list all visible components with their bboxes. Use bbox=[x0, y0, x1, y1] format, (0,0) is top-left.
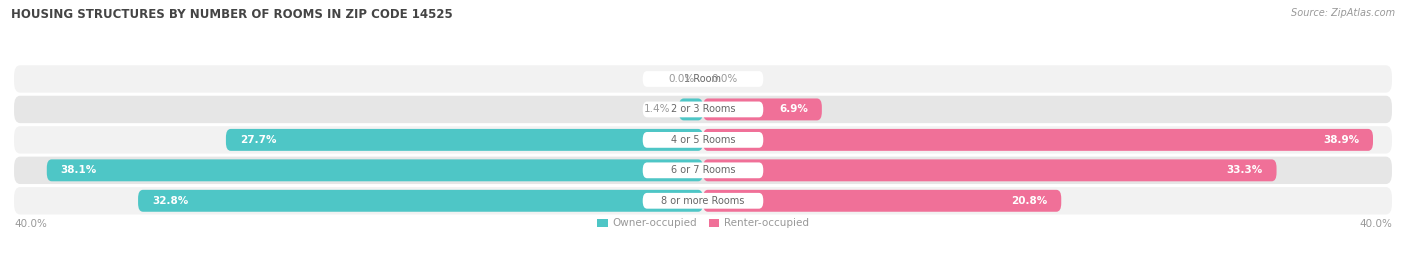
Text: HOUSING STRUCTURES BY NUMBER OF ROOMS IN ZIP CODE 14525: HOUSING STRUCTURES BY NUMBER OF ROOMS IN… bbox=[11, 8, 453, 21]
FancyBboxPatch shape bbox=[14, 126, 1392, 154]
FancyBboxPatch shape bbox=[643, 162, 763, 178]
FancyBboxPatch shape bbox=[643, 71, 763, 87]
Text: 6 or 7 Rooms: 6 or 7 Rooms bbox=[671, 165, 735, 175]
Text: 1.4%: 1.4% bbox=[644, 104, 671, 114]
FancyBboxPatch shape bbox=[14, 96, 1392, 123]
Text: 32.8%: 32.8% bbox=[152, 196, 188, 206]
FancyBboxPatch shape bbox=[703, 159, 1277, 181]
FancyBboxPatch shape bbox=[643, 132, 763, 148]
FancyBboxPatch shape bbox=[703, 129, 1374, 151]
Text: 6.9%: 6.9% bbox=[779, 104, 808, 114]
Text: 38.9%: 38.9% bbox=[1323, 135, 1360, 145]
Text: 33.3%: 33.3% bbox=[1226, 165, 1263, 175]
Text: 38.1%: 38.1% bbox=[60, 165, 97, 175]
Text: 20.8%: 20.8% bbox=[1011, 196, 1047, 206]
Text: Source: ZipAtlas.com: Source: ZipAtlas.com bbox=[1291, 8, 1395, 18]
FancyBboxPatch shape bbox=[14, 157, 1392, 184]
FancyBboxPatch shape bbox=[643, 193, 763, 209]
FancyBboxPatch shape bbox=[703, 98, 823, 121]
Text: 2 or 3 Rooms: 2 or 3 Rooms bbox=[671, 104, 735, 114]
FancyBboxPatch shape bbox=[14, 65, 1392, 93]
Text: 27.7%: 27.7% bbox=[239, 135, 276, 145]
FancyBboxPatch shape bbox=[46, 159, 703, 181]
Text: 0.0%: 0.0% bbox=[711, 74, 738, 84]
Text: 4 or 5 Rooms: 4 or 5 Rooms bbox=[671, 135, 735, 145]
Legend: Owner-occupied, Renter-occupied: Owner-occupied, Renter-occupied bbox=[598, 218, 808, 228]
FancyBboxPatch shape bbox=[14, 187, 1392, 214]
FancyBboxPatch shape bbox=[226, 129, 703, 151]
FancyBboxPatch shape bbox=[703, 190, 1062, 212]
FancyBboxPatch shape bbox=[138, 190, 703, 212]
Text: 40.0%: 40.0% bbox=[14, 219, 46, 229]
FancyBboxPatch shape bbox=[643, 101, 763, 117]
Text: 8 or more Rooms: 8 or more Rooms bbox=[661, 196, 745, 206]
Text: 1 Room: 1 Room bbox=[685, 74, 721, 84]
FancyBboxPatch shape bbox=[679, 98, 703, 121]
Text: 0.0%: 0.0% bbox=[668, 74, 695, 84]
Text: 40.0%: 40.0% bbox=[1360, 219, 1392, 229]
